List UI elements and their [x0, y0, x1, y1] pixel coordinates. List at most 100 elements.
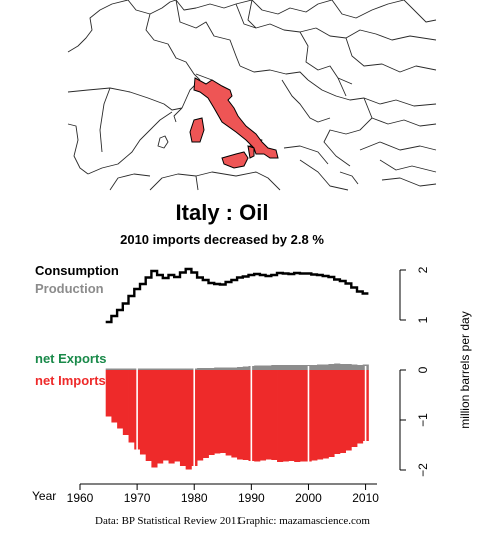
right-tick-label: −1 [416, 413, 430, 427]
right-tick-label: 0 [416, 366, 430, 373]
net-imports-bar [225, 370, 232, 456]
net-imports-bar [117, 370, 124, 429]
net-imports-bar [202, 370, 209, 458]
net-imports-bar [219, 370, 227, 453]
production-bar [288, 365, 295, 370]
net-imports-bar [277, 370, 284, 462]
net-imports-bar [328, 370, 335, 457]
net-imports-bar [271, 370, 278, 460]
production-bar [111, 368, 118, 370]
production-bar [105, 368, 112, 370]
production-bars [105, 363, 369, 370]
legend-net-imports: net Imports [35, 373, 106, 388]
net-imports-bar [334, 370, 341, 454]
net-imports-bar [254, 370, 261, 462]
net-imports-bar [162, 370, 169, 461]
x-tick-label: 2000 [295, 491, 322, 505]
production-bar [259, 365, 267, 370]
production-bar [157, 368, 164, 370]
net-imports-bar [174, 370, 181, 462]
net-imports-bar [122, 370, 129, 435]
net-imports-bar [288, 370, 295, 461]
legend-production: Production [35, 281, 104, 296]
net-imports-bar [357, 370, 364, 444]
production-bar [168, 368, 175, 370]
production-bar [311, 365, 318, 370]
production-bar [357, 365, 364, 370]
production-bar [242, 366, 249, 370]
net-imports-bar [345, 370, 352, 451]
consumption-line [105, 267, 369, 324]
italy-sardinia [189, 117, 205, 143]
production-bar [214, 367, 221, 370]
production-bar [117, 368, 124, 370]
net-imports-bar [145, 370, 152, 461]
right-tick-label: 1 [416, 316, 430, 323]
net-imports-bar [259, 370, 267, 461]
net-imports-bar [151, 370, 158, 468]
consumption-series [105, 267, 369, 324]
net-imports-bar [111, 370, 118, 423]
country-borders [67, 0, 437, 191]
production-bar [322, 364, 329, 370]
production-bar [151, 368, 158, 370]
net-imports-bar [282, 370, 289, 462]
production-bar [174, 368, 181, 370]
italy-calabria [247, 145, 255, 159]
production-bar [345, 364, 352, 370]
production-bar [351, 364, 358, 370]
x-axis: 1960 1970 1980 1990 2000 2010 [67, 483, 379, 505]
production-bar [271, 365, 278, 370]
production-bar [145, 368, 152, 370]
chart-subtitle: 2010 imports decreased by 2.8 % [120, 232, 324, 247]
net-imports-bar [311, 370, 318, 461]
net-imports-bar [157, 370, 164, 464]
right-tick-label: −2 [416, 463, 430, 477]
production-bar [208, 368, 215, 370]
net-imports-bar [185, 370, 192, 470]
caption-source: Data: BP Statistical Review 2011 [95, 515, 241, 527]
right-axis: 1 2 0 −1 −2 [399, 266, 430, 477]
map [67, 0, 437, 191]
production-bar [294, 365, 301, 370]
production-bar [334, 363, 341, 370]
production-bar [179, 368, 187, 370]
italy-sicily [221, 151, 249, 169]
net-imports-bars [105, 370, 369, 470]
chart-title: Italy : Oil [176, 200, 269, 225]
production-bar [339, 364, 346, 370]
net-imports-bar [128, 370, 135, 443]
net-imports-bar [317, 370, 324, 460]
production-bar [237, 367, 244, 370]
net-imports-bar [294, 370, 301, 462]
net-imports-bar [231, 370, 238, 458]
x-tick-label: 1960 [67, 491, 94, 505]
production-bar [162, 368, 169, 370]
net-imports-bar [351, 370, 358, 447]
production-bar [282, 365, 289, 370]
legend-consumption: Consumption [35, 263, 119, 278]
net-imports-bar [242, 370, 249, 460]
net-imports-bar [208, 370, 215, 455]
production-bar [185, 368, 192, 370]
x-tick-label: 1970 [124, 491, 151, 505]
net-imports-bar [139, 370, 147, 455]
italy-shape [189, 77, 279, 169]
production-bar [202, 368, 209, 370]
production-bar [317, 364, 324, 370]
net-imports-bar [299, 370, 307, 462]
net-imports-bar [197, 370, 204, 461]
right-tick-label: 2 [416, 266, 430, 273]
decade-separators [136, 366, 367, 470]
production-bar [139, 368, 147, 370]
net-imports-bar [322, 370, 329, 459]
net-imports-bar [214, 370, 221, 454]
legend-net-exports: net Exports [35, 351, 107, 366]
x-tick-label: 2010 [352, 491, 379, 505]
x-axis-label: Year [32, 489, 56, 503]
production-bar [299, 365, 307, 370]
net-imports-bar [339, 370, 346, 453]
production-bar [231, 367, 238, 370]
net-imports-bar [265, 370, 272, 460]
